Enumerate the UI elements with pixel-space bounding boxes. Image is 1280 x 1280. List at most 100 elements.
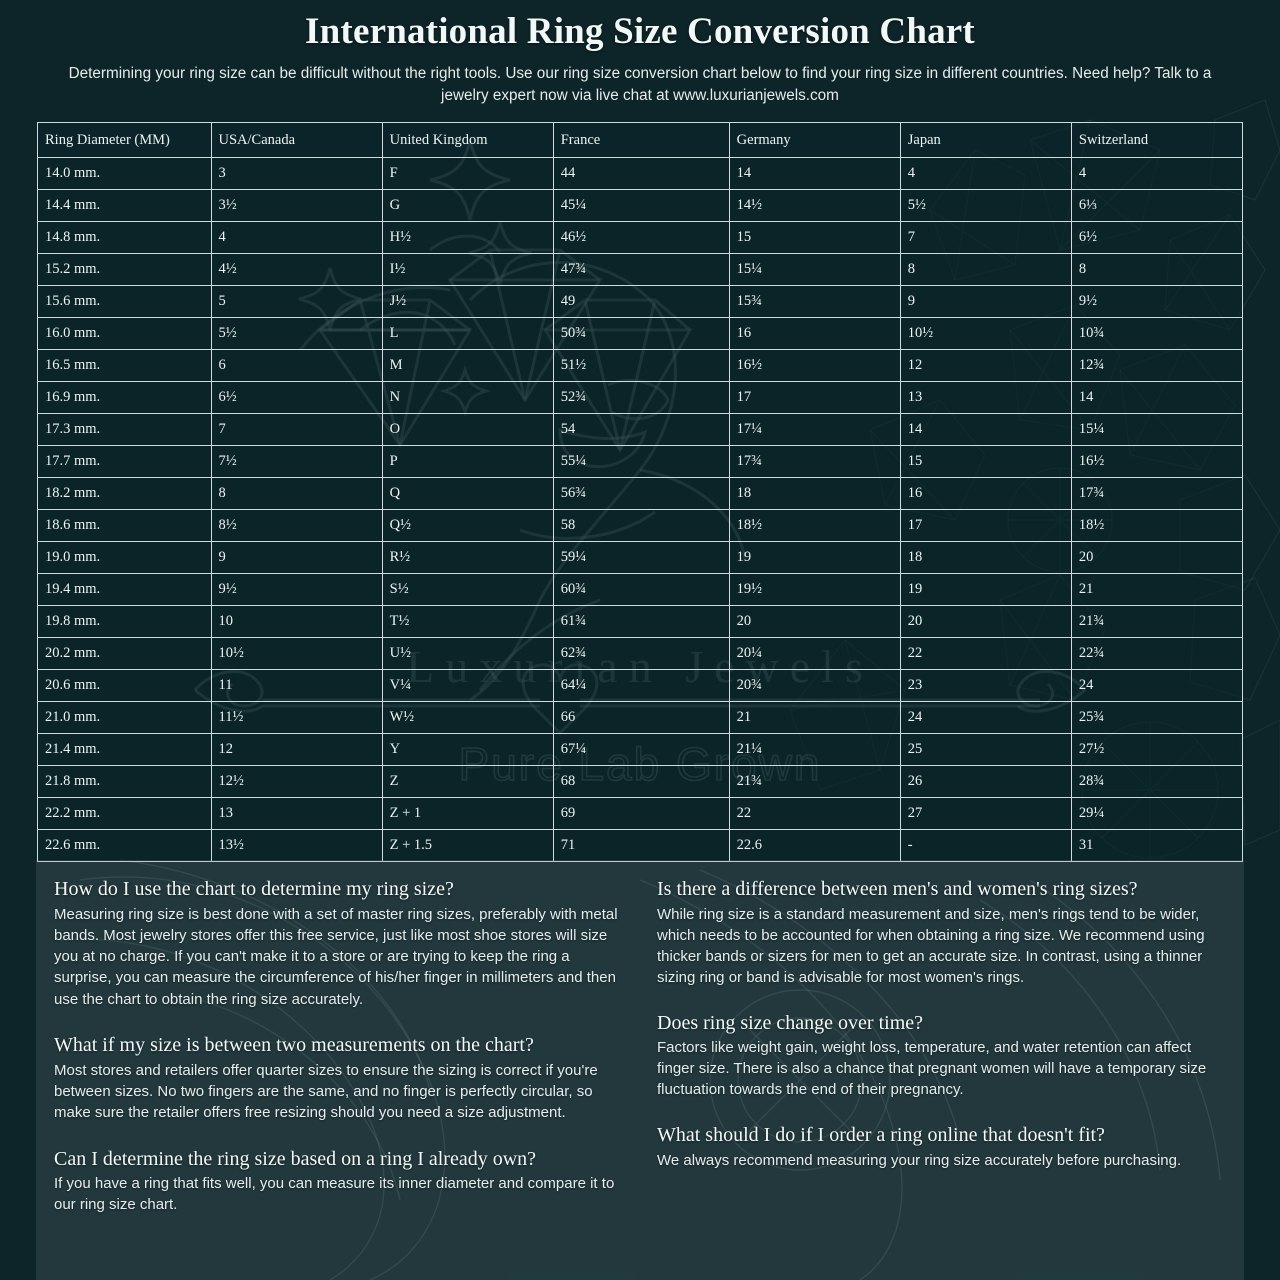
table-row: 15.6 mm. 5 J½ 49 15¾ 9 9½	[37, 285, 1244, 319]
table-cell: 26	[899, 765, 1072, 799]
table-cell: 6½	[210, 381, 383, 415]
table-cell: 21¾	[1070, 605, 1244, 639]
table-cell: 10½	[899, 317, 1072, 351]
table-cell: 64¼	[552, 669, 730, 703]
column-header: Japan	[899, 122, 1072, 159]
column-header: Ring Diameter (MM)	[37, 122, 212, 159]
table-cell: 17	[899, 509, 1072, 543]
table-cell: 8	[899, 253, 1072, 287]
table-cell: 21¼	[728, 733, 901, 767]
table-row: 21.8 mm. 12½ Z 68 21¾ 26 28¾	[37, 765, 1244, 799]
table-cell: 9	[899, 285, 1072, 319]
table-cell: 14.0 mm.	[37, 157, 212, 191]
table-cell: M	[381, 349, 554, 383]
faq-item: Is there a difference between men's and …	[657, 878, 1226, 988]
table-cell: 17¾	[1070, 477, 1244, 511]
table-cell: 24	[899, 701, 1072, 735]
table-cell: 3	[210, 157, 383, 191]
faq-item: What should I do if I order a ring onlin…	[657, 1124, 1226, 1171]
table-cell: 19.8 mm.	[37, 605, 212, 639]
table-cell: 21	[728, 701, 901, 735]
table-cell: 9½	[1070, 285, 1244, 319]
table-cell: 19	[899, 573, 1072, 607]
table-cell: 22	[728, 797, 901, 831]
table-cell: Y	[381, 733, 554, 767]
faq-question: What if my size is between two measureme…	[54, 1034, 534, 1057]
table-cell: Z + 1	[381, 797, 554, 831]
table-cell: 9	[210, 541, 383, 575]
table-cell: 13	[210, 797, 383, 831]
table-cell: 29¼	[1070, 797, 1244, 831]
table-cell: 12	[899, 349, 1072, 383]
table-cell: 21.4 mm.	[37, 733, 212, 767]
table-cell: 28¾	[1070, 765, 1244, 799]
table-row: 14.0 mm. 3 F 44 14 4 4	[37, 157, 1244, 191]
table-cell: 6⅓	[1070, 189, 1244, 223]
table-cell: 16	[728, 317, 901, 351]
table-cell: 16½	[728, 349, 901, 383]
table-cell: 11½	[210, 701, 383, 735]
table-cell: 16.5 mm.	[37, 349, 212, 383]
table-cell: 14	[1070, 381, 1244, 415]
table-cell: 10	[210, 605, 383, 639]
table-row: 17.7 mm. 7½ P 55¼ 17¾ 15 16½	[37, 445, 1244, 479]
table-cell: 18½	[1070, 509, 1244, 543]
table-row: 18.6 mm. 8½ Q½ 58 18½ 17 18½	[37, 509, 1244, 543]
faq-answer: Factors like weight gain, weight loss, t…	[657, 1039, 1207, 1099]
table-cell: 59¼	[552, 541, 730, 575]
table-cell: 10¾	[1070, 317, 1244, 351]
table-cell: 15¾	[728, 285, 901, 319]
table-cell: 49	[552, 285, 730, 319]
table-cell: 17¾	[728, 445, 901, 479]
table-cell: 13½	[210, 829, 383, 863]
faq-item: Does ring size change over time? Factors …	[657, 1012, 1226, 1101]
table-cell: 46½	[552, 221, 730, 255]
table-cell: 22.6	[728, 829, 901, 863]
table-cell: 14	[728, 157, 901, 191]
table-row: 15.2 mm. 4½ I½ 47¾ 15¼ 8 8	[37, 253, 1244, 287]
table-cell: 12½	[210, 765, 383, 799]
table-cell: 16.9 mm.	[37, 381, 212, 415]
faq-question: What should I do if I order a ring onlin…	[657, 1124, 1105, 1147]
table-cell: 20	[899, 605, 1072, 639]
table-cell: 20	[1070, 541, 1244, 575]
table-cell: 58	[552, 509, 730, 543]
table-cell: 21.8 mm.	[37, 765, 212, 799]
table-header-row: Ring Diameter (MM) USA/Canada United Kingd…	[37, 122, 1244, 159]
table-row: 19.4 mm. 9½ S½ 60¾ 19½ 19 21	[37, 573, 1244, 607]
table-cell: 24	[1070, 669, 1244, 703]
table-cell: O	[381, 413, 554, 447]
table-cell: 9½	[210, 573, 383, 607]
table-cell: 15¼	[728, 253, 901, 287]
table-cell: 54	[552, 413, 730, 447]
table-row: 17.3 mm. 7 O 54 17¼ 14 15¼	[37, 413, 1244, 447]
table-cell: 7½	[210, 445, 383, 479]
table-cell: L	[381, 317, 554, 351]
table-cell: 31	[1070, 829, 1244, 863]
column-header: France	[552, 122, 730, 159]
table-cell: 27	[899, 797, 1072, 831]
page-title: International Ring Size Conversion Chart	[305, 11, 975, 52]
ring-size-chart-page: International Ring Size Conversion Chart…	[37, 11, 1244, 863]
table-cell: 22.2 mm.	[37, 797, 212, 831]
table-cell: G	[381, 189, 554, 223]
table-row: 16.5 mm. 6 M 51½ 16½ 12 12¾	[37, 349, 1244, 383]
table-row: 21.0 mm. 11½ W½ 66 21 24 25¾	[37, 701, 1244, 735]
table-cell: 45¼	[552, 189, 730, 223]
page-subtitle: Determining your ring size can be diffic…	[68, 65, 1212, 104]
table-cell: 20¾	[728, 669, 901, 703]
conversion-table-container: Ring Diameter (MM) USA/Canada United Kingd…	[37, 122, 1244, 863]
table-cell: 62¾	[552, 637, 730, 671]
table-row: 16.0 mm. 5½ L 50¾ 16 10½ 10¾	[37, 317, 1244, 351]
table-cell: 25	[899, 733, 1072, 767]
table-cell: R½	[381, 541, 554, 575]
table-cell: 8	[1070, 253, 1244, 287]
table-cell: 4½	[210, 253, 383, 287]
table-cell: Q	[381, 477, 554, 511]
table-cell: 14.8 mm.	[37, 221, 212, 255]
table-cell: 8	[210, 477, 383, 511]
table-row: 21.4 mm. 12 Y 67¼ 21¼ 25 27½	[37, 733, 1244, 767]
table-cell: V¼	[381, 669, 554, 703]
table-cell: 15¼	[1070, 413, 1244, 447]
table-cell: 15.2 mm.	[37, 253, 212, 287]
